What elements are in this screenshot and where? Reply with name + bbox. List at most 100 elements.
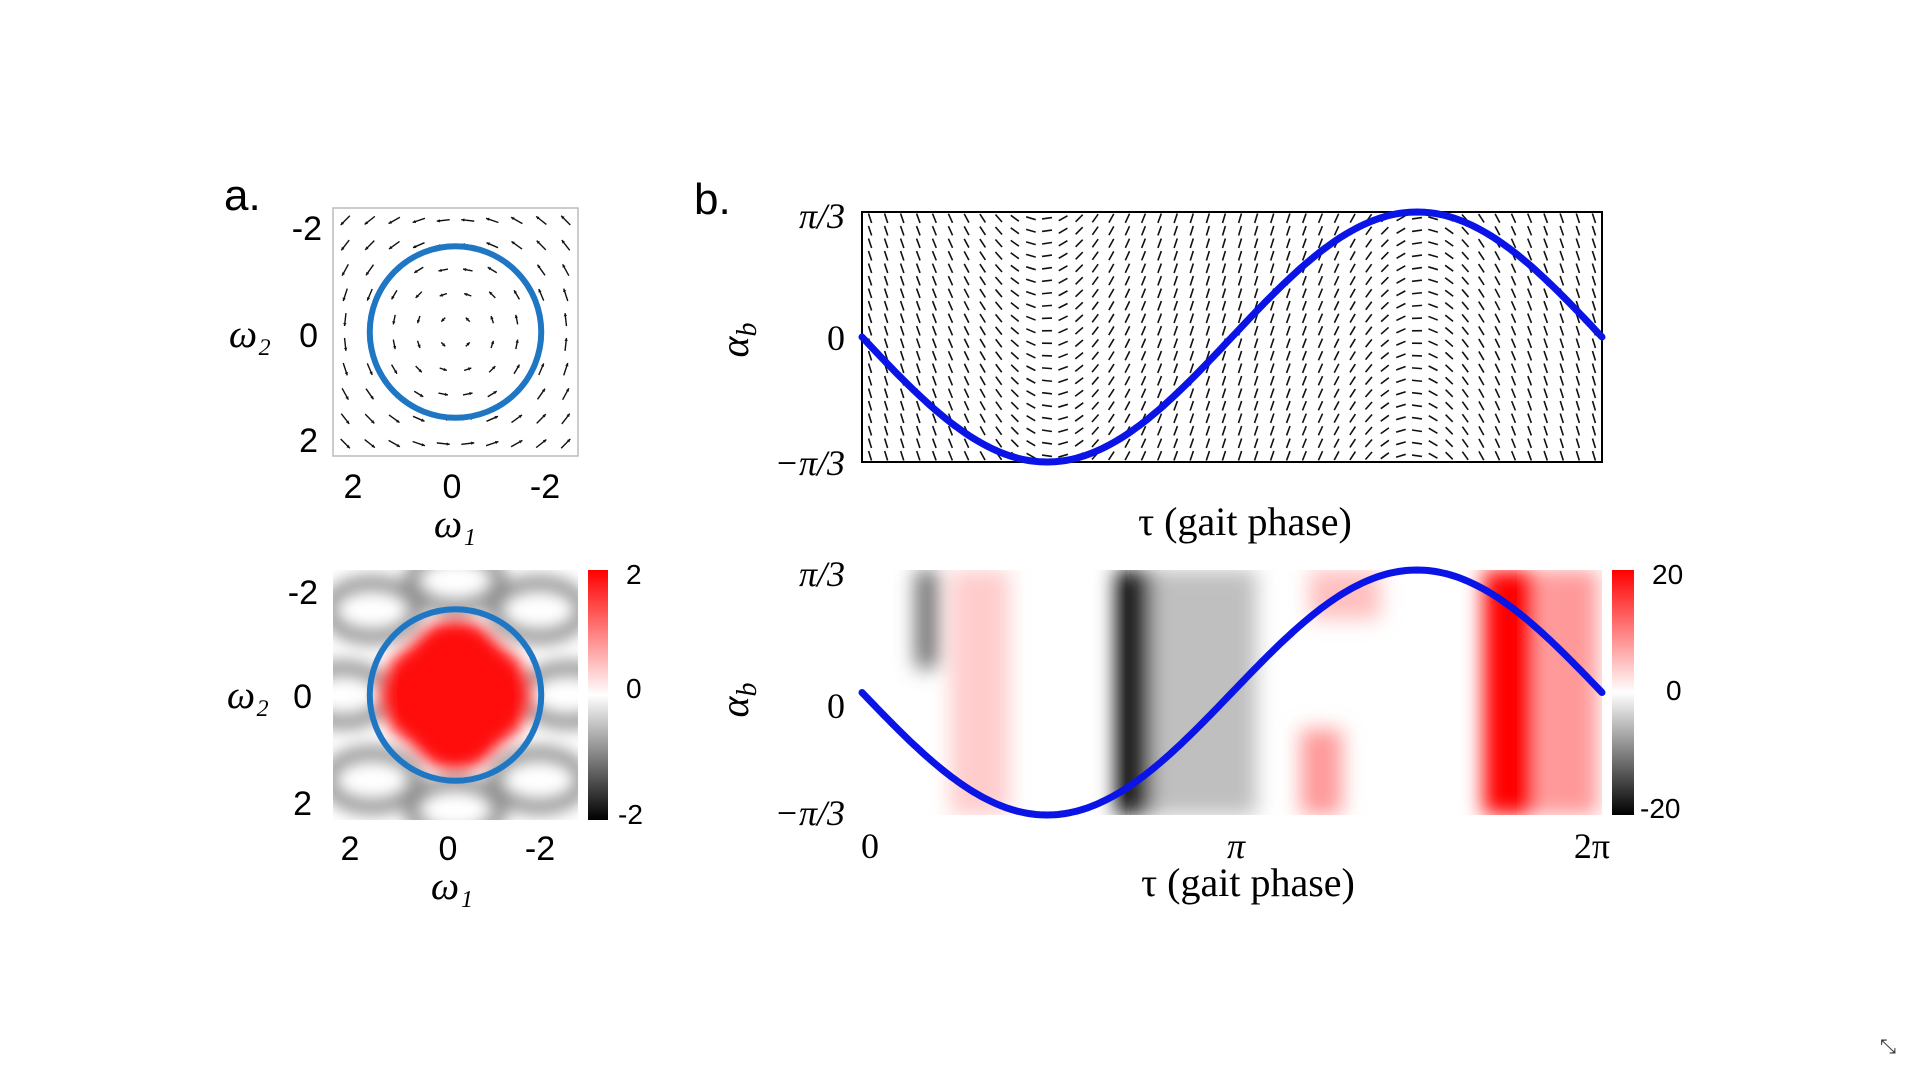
b-top-arrow xyxy=(1140,350,1147,361)
b-top-arrow xyxy=(1510,288,1517,299)
b-top-arrow xyxy=(883,300,889,311)
b-top-arrow xyxy=(1026,440,1036,447)
b-top-arrow xyxy=(1494,250,1501,261)
a-top-arrowhead xyxy=(537,264,541,269)
b-top-arrow xyxy=(1074,326,1084,335)
b-top-arrow xyxy=(1189,313,1195,324)
b-top-arrow xyxy=(1026,340,1036,347)
b-top-arrow xyxy=(1461,401,1469,411)
b-top-arrow xyxy=(1494,363,1501,374)
b-top-arrow xyxy=(947,238,954,249)
b-top-arrow xyxy=(1205,400,1211,411)
b-top-arrow xyxy=(1157,338,1163,349)
b-top-arrow xyxy=(1285,238,1291,249)
b-top-arrow xyxy=(1380,339,1390,348)
b-top-arrow xyxy=(1395,378,1406,384)
a-top-arrowhead xyxy=(565,363,569,367)
a-top-arrowhead xyxy=(370,420,375,424)
b-top-arrow xyxy=(1444,326,1454,335)
b-top-arrow xyxy=(1237,213,1243,224)
b-top-arrow xyxy=(1461,313,1470,323)
b-top-arrow xyxy=(1026,390,1036,397)
b-top-arrow xyxy=(1317,300,1324,311)
b-top-arrow xyxy=(1395,353,1406,359)
b-top-arrow xyxy=(1395,340,1406,346)
a-top-arrowhead xyxy=(518,414,523,419)
b-top-arrow xyxy=(1091,288,1099,298)
b-top-arrow xyxy=(1411,279,1423,283)
b-top-arrow xyxy=(1157,263,1163,274)
b-top-arrow xyxy=(1269,413,1275,424)
b-top-arrow xyxy=(1026,427,1036,434)
b-top-arrow xyxy=(1445,414,1454,423)
b-top-arrow xyxy=(1140,213,1147,224)
b-top-arrow xyxy=(1395,453,1406,458)
b-top-arrow xyxy=(1349,413,1357,423)
b-top-arrow xyxy=(1543,288,1549,299)
b-bottom-cbar-tick-1: 0 xyxy=(1666,675,1682,706)
b-top-arrow xyxy=(1349,288,1356,298)
collapse-icon[interactable]: ⤡ xyxy=(1880,1034,1896,1058)
a-top-arrowhead xyxy=(470,441,475,445)
b-top-arrow xyxy=(979,276,987,286)
b-top-arrow xyxy=(1041,216,1053,220)
b-top-arrow xyxy=(931,413,937,424)
b-top-arrow xyxy=(1074,301,1084,310)
b-bottom-band xyxy=(1300,729,1342,815)
b-top-arrow xyxy=(1380,226,1389,235)
b-top-arrow xyxy=(994,313,1003,323)
b-bottom-ytick-0: π/3 xyxy=(799,554,845,594)
b-top-arrow xyxy=(931,288,937,299)
b-top-arrow xyxy=(1140,425,1147,436)
b-top-arrow xyxy=(1108,213,1115,224)
b-top-arrow xyxy=(1444,289,1454,297)
a-top-frame xyxy=(332,207,579,457)
b-top-arrow xyxy=(1510,438,1517,449)
b-top-arrow xyxy=(867,413,873,424)
b-top-arrow xyxy=(1205,413,1211,424)
b-top-arrow xyxy=(1285,438,1291,449)
b-top-arrow xyxy=(979,326,986,336)
b-top-arrow xyxy=(1091,238,1099,248)
b-top-arrow xyxy=(1124,225,1131,236)
b-top-arrow xyxy=(1108,250,1115,261)
b-top-arrow xyxy=(1221,313,1227,324)
b-top-arrow xyxy=(899,225,905,236)
b-top-arrow xyxy=(947,450,954,461)
b-top-arrow xyxy=(1349,338,1356,348)
a-top-arrowhead xyxy=(418,368,422,373)
b-top-arrow xyxy=(1140,438,1147,449)
b-top-arrow xyxy=(1173,375,1179,386)
b-top-arrow xyxy=(1156,438,1163,449)
a-top-arrowhead xyxy=(487,267,492,271)
b-bottom-band xyxy=(950,570,1010,815)
b-top-arrow xyxy=(1173,363,1179,374)
b-top-arrow xyxy=(1253,225,1259,236)
b-top-arrow xyxy=(1025,216,1036,221)
b-top-arrow xyxy=(1091,326,1099,336)
b-top-arrow xyxy=(1478,438,1485,449)
b-top-arrow xyxy=(1591,250,1597,261)
a-top-arrowhead xyxy=(486,242,490,246)
b-top-arrow xyxy=(1301,388,1307,399)
b-top-arrow xyxy=(1041,441,1053,445)
b-top-arrow xyxy=(931,300,937,311)
b-top-xlabel: τ (gait phase) xyxy=(1138,499,1352,544)
a-top-arrowhead xyxy=(491,366,496,370)
b-top-arrow xyxy=(1157,275,1163,286)
b-top-arrow xyxy=(1428,241,1439,246)
a-top-arrowhead xyxy=(346,444,350,449)
a-top-arrowhead xyxy=(540,363,545,367)
b-bottom-band xyxy=(1150,570,1257,815)
b-top-arrow xyxy=(1365,338,1373,348)
b-top-arrow xyxy=(1301,438,1308,449)
b-top-arrow xyxy=(1189,213,1195,224)
b-top-arrow xyxy=(1559,375,1565,386)
b-top-arrow xyxy=(899,313,905,324)
b-top-arrow xyxy=(1365,226,1373,236)
b-top-arrow xyxy=(1253,438,1259,449)
b-top-arrow xyxy=(1478,326,1485,336)
b-top-arrow xyxy=(915,425,921,436)
b-top-arrow xyxy=(1575,350,1581,361)
b-top-arrow xyxy=(883,313,889,324)
